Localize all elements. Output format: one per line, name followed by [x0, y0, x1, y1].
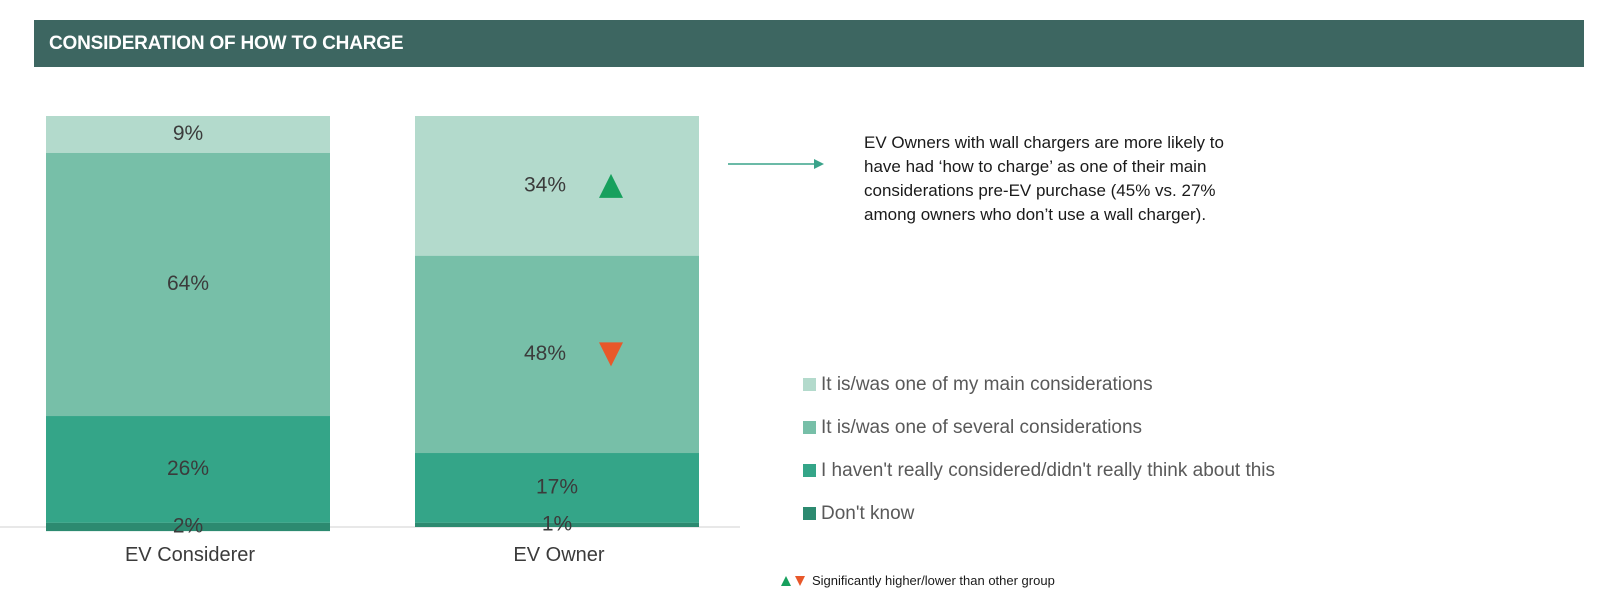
legend-swatch-main: [803, 378, 816, 391]
triangle-down-icon: [795, 575, 805, 586]
data-label: 17%: [536, 476, 578, 499]
category-label: EV Considerer: [125, 544, 255, 566]
legend-swatch-several: [803, 421, 816, 434]
bar-segment: [46, 116, 330, 153]
data-label: 48%: [524, 342, 566, 365]
legend-item: I haven't really considered/didn't reall…: [803, 449, 1275, 492]
stacked-bar-chart: 9% 64% 26% 2% EV Considerer 34% 48% 17% 1% EV Own…: [0, 116, 740, 566]
bar-segment: [415, 453, 699, 523]
bar-segment: [46, 522, 330, 532]
bar-segment: [415, 522, 699, 527]
legend-item: It is/was one of several considerations: [803, 406, 1275, 449]
annotation-text: EV Owners with wall chargers are more li…: [864, 133, 1224, 224]
legend-label: I haven't really considered/didn't reall…: [821, 459, 1276, 481]
data-label: 26%: [167, 457, 209, 480]
legend-item: Don't know: [803, 492, 1275, 535]
triangle-up-icon: [781, 575, 791, 586]
page-title: CONSIDERATION OF HOW TO CHARGE: [49, 32, 404, 54]
annotation-arrow-icon: [728, 159, 824, 169]
sig-higher-icon: [599, 173, 623, 198]
sig-lower-icon: [599, 342, 623, 367]
legend-label: Don't know: [821, 502, 915, 524]
header-bar: CONSIDERATION OF HOW TO CHARGE: [34, 20, 1584, 67]
legend-swatch-not-considered: [803, 464, 816, 477]
data-label: 9%: [173, 122, 203, 145]
bar-segment: [415, 255, 699, 454]
legend: It is/was one of my main considerations …: [803, 363, 1275, 535]
legend-label: It is/was one of several considerations: [821, 416, 1143, 438]
legend-swatch-dont-know: [803, 507, 816, 520]
category-label: EV Owner: [513, 544, 604, 566]
footnote-text: Significantly higher/lower than other gr…: [812, 573, 1055, 588]
data-label: 1%: [542, 512, 572, 535]
data-label: 64%: [167, 272, 209, 295]
legend-item: It is/was one of my main considerations: [803, 363, 1275, 406]
bar-segment: [46, 152, 330, 417]
data-label: 34%: [524, 173, 566, 196]
footnote: Significantly higher/lower than other gr…: [780, 573, 1055, 588]
bar-segment: [46, 416, 330, 523]
data-label: 2%: [173, 515, 203, 538]
bar-segment: [415, 116, 699, 256]
legend-label: It is/was one of my main considerations: [821, 373, 1153, 395]
